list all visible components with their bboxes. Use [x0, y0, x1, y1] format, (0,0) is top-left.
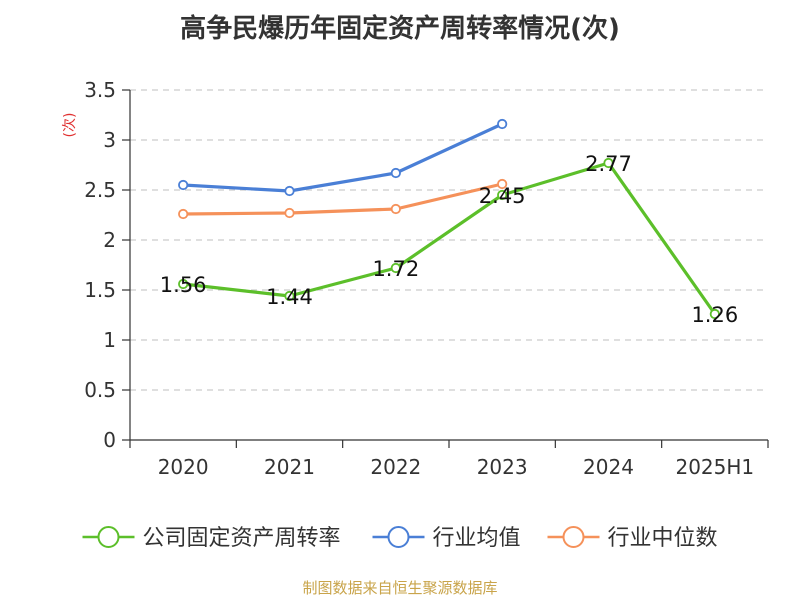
data-label: 2.77 — [585, 152, 632, 176]
legend-label: 公司固定资产周转率 — [143, 526, 341, 551]
y-tick-label: 2.5 — [84, 178, 116, 202]
chart-title: 高争民爆历年固定资产周转率情况(次) — [180, 14, 620, 44]
x-tick-label: 2025H1 — [675, 455, 754, 479]
y-axis-label: (次) — [62, 113, 78, 138]
legend-item: 行业中位数 — [547, 526, 718, 551]
data-point — [284, 290, 295, 302]
y-tick-label: 0 — [103, 428, 116, 452]
x-tick-label: 2020 — [158, 455, 209, 479]
data-label: 1.56 — [160, 273, 207, 297]
data-point — [178, 278, 189, 290]
y-tick-label: 1 — [103, 328, 116, 352]
x-tick-label: 2023 — [477, 455, 528, 479]
data-label: 2.45 — [479, 184, 526, 208]
grid-lines — [130, 89, 768, 391]
y-tick-label: 1.5 — [84, 278, 116, 302]
y-tick-label: 3.5 — [84, 78, 116, 102]
data-point — [390, 203, 401, 215]
data-label: 1.26 — [691, 303, 738, 327]
legend-label: 行业中位数 — [608, 526, 718, 551]
data-labels: 1.56 1.44 1.72 2.45 2.77 1.26 — [160, 152, 738, 327]
data-point — [390, 167, 401, 179]
data-point — [390, 262, 401, 274]
legend-label: 行业均值 — [433, 526, 521, 551]
data-point — [178, 208, 189, 220]
data-label: 1.72 — [372, 257, 419, 281]
data-label: 1.44 — [266, 285, 313, 309]
data-point — [497, 178, 508, 190]
series-line-1 — [183, 122, 503, 193]
y-tick-label: 3 — [103, 128, 116, 152]
source-note: 制图数据来自恒生聚源数据库 — [302, 579, 498, 597]
legend-marker — [562, 526, 585, 548]
series-line-0 — [182, 161, 717, 315]
data-point — [284, 185, 295, 197]
x-tick-label: 2021 — [264, 455, 315, 479]
axes: 0 0.5 1 1.5 2 2.5 3 3.5 2020 2021 2022 2023 2024 2025… — [62, 78, 769, 479]
legend-item: 行业均值 — [372, 526, 521, 551]
series-line-2 — [183, 182, 503, 216]
legend: 公司固定资产周转率 行业均值 行业中位数 — [82, 526, 718, 551]
x-tick-label: 2024 — [583, 455, 634, 479]
y-tick-label: 2 — [103, 228, 116, 252]
series-lines — [178, 118, 720, 320]
data-point — [709, 308, 720, 320]
legend-item: 公司固定资产周转率 — [82, 526, 341, 551]
legend-marker — [97, 526, 120, 548]
data-point — [178, 179, 189, 191]
legend-marker — [387, 526, 410, 548]
y-tick-label: 0.5 — [84, 378, 116, 402]
data-point — [497, 118, 508, 130]
data-point — [603, 157, 614, 169]
data-point — [284, 207, 295, 219]
x-tick-label: 2022 — [370, 455, 421, 479]
data-point — [497, 189, 508, 201]
